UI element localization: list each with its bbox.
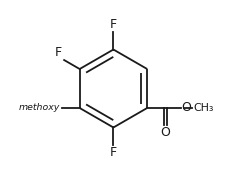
Text: F: F xyxy=(110,146,117,159)
Text: F: F xyxy=(54,46,62,59)
Text: CH₃: CH₃ xyxy=(193,103,213,113)
Text: O: O xyxy=(182,101,192,115)
Text: O: O xyxy=(160,126,170,139)
Text: methoxy: methoxy xyxy=(19,104,60,113)
Text: F: F xyxy=(110,18,117,31)
